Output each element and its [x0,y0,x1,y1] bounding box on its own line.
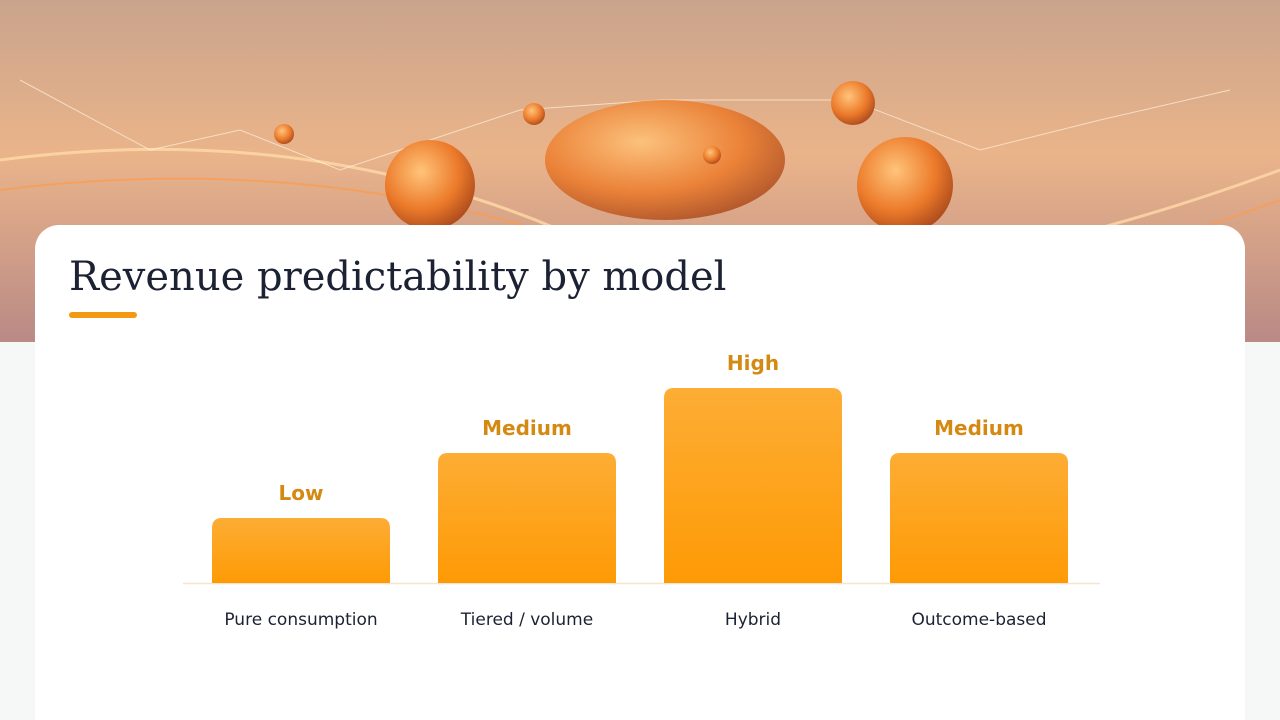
title-underline [69,312,137,318]
x-tick-label: Tiered / volume [460,610,593,630]
bar [212,518,390,583]
value-label: Medium [934,416,1024,440]
x-tick-label: Hybrid [725,610,781,630]
value-label: Low [279,481,324,505]
bar [438,453,616,583]
value-label: High [727,351,779,375]
bar [664,388,842,583]
x-tick-label: Pure consumption [224,610,377,630]
chart-title: Revenue predictability by model [69,254,726,300]
card [35,225,1245,720]
x-tick-label: Outcome-based [911,610,1046,630]
bar [890,453,1068,583]
value-label: Medium [482,416,572,440]
